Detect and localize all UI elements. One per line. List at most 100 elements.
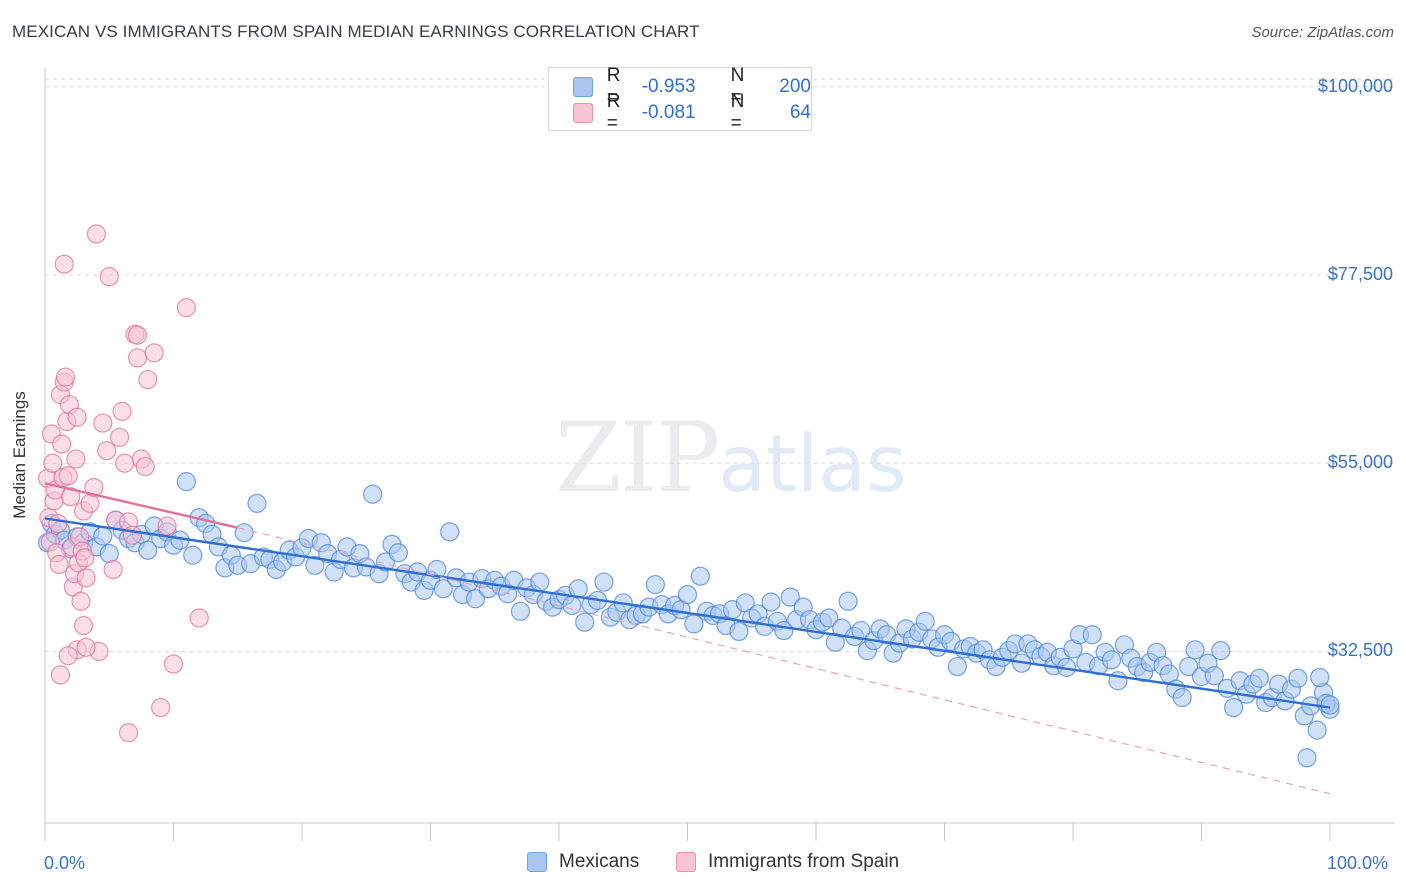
point-spain bbox=[157, 516, 177, 536]
point-spain bbox=[115, 453, 135, 473]
chart-title: MEXICAN VS IMMIGRANTS FROM SPAIN MEDIAN … bbox=[12, 22, 700, 41]
point-spain bbox=[138, 369, 158, 390]
point-mexicans bbox=[819, 608, 839, 628]
point-spain bbox=[80, 493, 100, 513]
point-spain bbox=[67, 407, 87, 427]
point-spain bbox=[50, 665, 71, 685]
point-spain bbox=[66, 449, 86, 469]
point-mexicans bbox=[388, 543, 408, 563]
watermark-atlas: atlas bbox=[718, 420, 907, 510]
point-spain bbox=[49, 554, 69, 575]
spain-points bbox=[37, 224, 209, 743]
point-mexicans bbox=[138, 540, 158, 560]
series-legend-label: Mexicans bbox=[559, 851, 640, 872]
point-mexicans bbox=[176, 472, 196, 492]
point-spain bbox=[144, 343, 164, 363]
point-mexicans bbox=[530, 572, 550, 592]
correlation-legend: R = -0.953 N = 200 R = -0.081 N = 64 bbox=[548, 65, 812, 134]
point-mexicans bbox=[1310, 667, 1330, 688]
point-mexicans bbox=[427, 559, 447, 580]
legend-r-value: -0.953 bbox=[641, 76, 696, 97]
point-spain bbox=[127, 348, 148, 368]
point-mexicans bbox=[575, 612, 595, 632]
point-mexicans bbox=[440, 522, 460, 542]
point-spain bbox=[176, 298, 196, 318]
axes bbox=[44, 68, 1395, 841]
point-spain bbox=[118, 723, 139, 743]
point-mexicans bbox=[1172, 687, 1192, 708]
point-mexicans bbox=[562, 595, 582, 616]
series-swatch-mexicans bbox=[527, 852, 547, 872]
legend-r-value: -0.081 bbox=[641, 102, 696, 123]
series-legend: Mexicans Immigrants from Spain bbox=[0, 851, 1406, 879]
y-tick-label: $77,500 bbox=[1327, 263, 1393, 284]
point-spain bbox=[76, 637, 96, 657]
series-legend-spain[interactable]: Immigrants from Spain bbox=[676, 851, 899, 873]
point-spain bbox=[93, 413, 113, 433]
point-mexicans bbox=[93, 526, 113, 546]
y-tick-label: $32,500 bbox=[1327, 640, 1393, 661]
point-spain bbox=[151, 697, 171, 718]
point-mexicans bbox=[1101, 650, 1122, 670]
point-mexicans bbox=[677, 584, 698, 605]
point-spain bbox=[52, 434, 72, 454]
legend-n-value: 64 bbox=[789, 102, 811, 123]
watermark-zip: ZIP bbox=[555, 402, 720, 514]
point-spain bbox=[127, 325, 148, 345]
trend-line-spain-extrapolated bbox=[237, 527, 1331, 795]
point-mexicans bbox=[690, 566, 710, 586]
point-mexicans bbox=[510, 601, 531, 621]
point-mexicans bbox=[1297, 748, 1317, 768]
point-mexicans bbox=[234, 523, 254, 543]
point-spain bbox=[54, 254, 74, 274]
legend-swatch-spain bbox=[573, 103, 593, 123]
y-tick-label: $55,000 bbox=[1327, 452, 1393, 473]
point-spain bbox=[76, 568, 96, 588]
point-mexicans bbox=[1204, 666, 1224, 686]
legend-n-value: 200 bbox=[779, 76, 811, 97]
point-spain bbox=[99, 267, 119, 287]
point-spain bbox=[112, 401, 132, 421]
series-legend-mexicans[interactable]: Mexicans bbox=[527, 851, 639, 873]
point-mexicans bbox=[838, 591, 858, 611]
point-spain bbox=[189, 608, 209, 628]
point-spain bbox=[163, 654, 184, 674]
point-mexicans bbox=[1307, 720, 1327, 740]
point-mexicans bbox=[780, 587, 800, 607]
point-mexicans bbox=[183, 545, 203, 565]
point-spain bbox=[97, 441, 117, 461]
trend-line-spain bbox=[44, 482, 239, 529]
x-tick-label-min: 0.0% bbox=[44, 853, 86, 873]
point-mexicans bbox=[645, 574, 665, 595]
source-label: Source: ZipAtlas.com bbox=[1251, 24, 1394, 41]
point-mexicans bbox=[305, 555, 325, 575]
point-spain bbox=[84, 477, 104, 498]
point-mexicans bbox=[594, 572, 614, 592]
point-spain bbox=[122, 525, 142, 545]
legend-swatch-mexicans bbox=[573, 77, 593, 97]
point-spain bbox=[61, 487, 81, 507]
point-mexicans bbox=[1320, 695, 1340, 715]
point-mexicans bbox=[465, 589, 486, 609]
point-mexicans bbox=[729, 621, 749, 642]
point-spain bbox=[71, 591, 91, 611]
series-swatch-spain bbox=[676, 852, 696, 872]
point-mexicans bbox=[1185, 640, 1205, 660]
point-spain bbox=[58, 646, 78, 666]
y-tick-label: $100,000 bbox=[1317, 75, 1393, 96]
legend-row-spain: R = -0.081 N = 64 bbox=[573, 91, 811, 134]
point-mexicans bbox=[1179, 656, 1199, 677]
point-mexicans bbox=[433, 579, 453, 599]
point-mexicans bbox=[1224, 697, 1244, 718]
point-mexicans bbox=[947, 656, 967, 677]
legend-n-label: N = bbox=[730, 65, 745, 108]
point-spain bbox=[73, 615, 94, 636]
point-mexicans bbox=[1211, 641, 1231, 661]
point-mexicans bbox=[915, 611, 935, 631]
point-mexicans bbox=[1082, 625, 1102, 645]
point-spain bbox=[43, 453, 63, 473]
point-spain bbox=[55, 367, 76, 387]
point-spain bbox=[86, 224, 107, 244]
point-mexicans bbox=[1249, 668, 1269, 688]
